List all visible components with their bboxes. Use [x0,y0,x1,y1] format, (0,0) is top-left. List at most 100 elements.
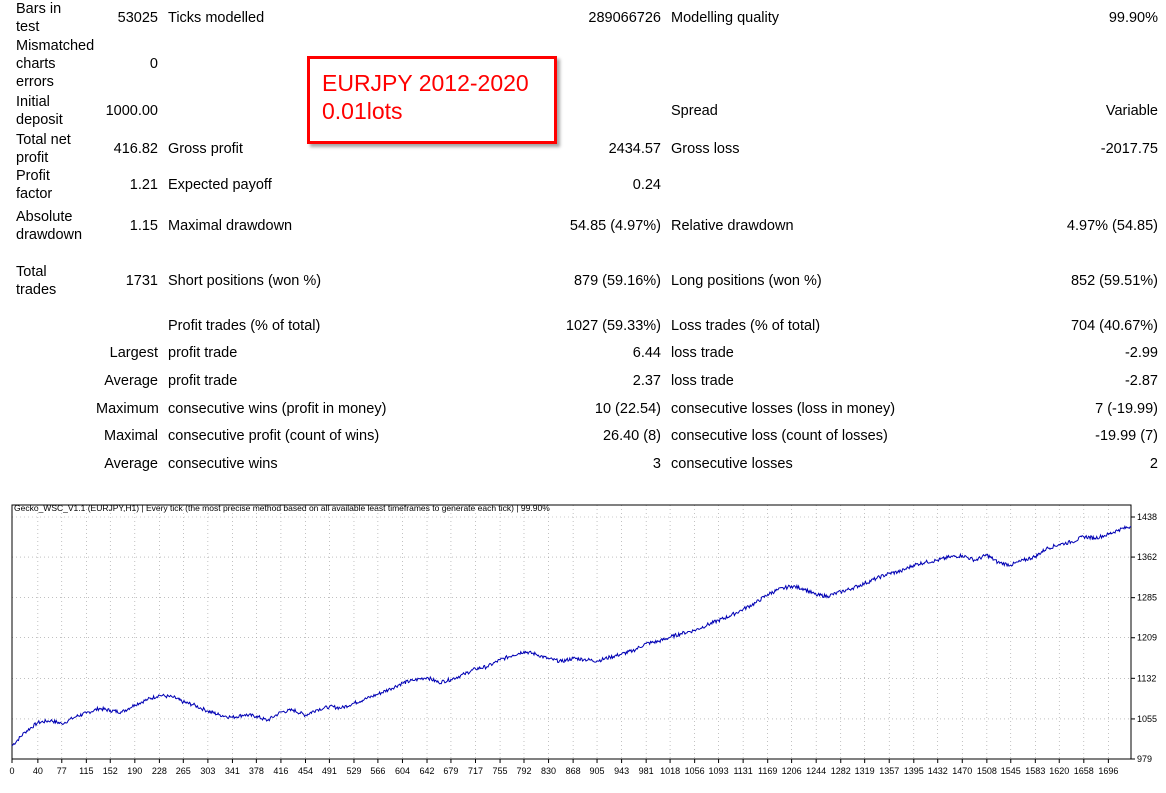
report-value-v1 [91,312,163,339]
report-table: Bars in test 53025 Ticks modelled 289066726… [11,0,1163,477]
x-tick-label: 1169 [758,766,777,776]
report-label-l1: Initial deposit [16,94,63,128]
x-tick-label: 830 [541,766,556,776]
report-value-v1: Maximal [104,428,158,444]
y-tick-label: 1285 [1137,593,1157,603]
report-value-v3: -2.87 [1124,373,1158,389]
x-tick-label: 604 [395,766,410,776]
x-tick-label: 190 [127,766,142,776]
y-tick-label: 1132 [1137,673,1156,683]
x-tick-label: 679 [443,766,458,776]
x-tick-label: 905 [590,766,605,776]
report-value-v1: Average [104,373,158,389]
report-value-v1: 1731 [125,272,158,289]
x-tick-label: 1696 [1098,766,1118,776]
x-tick-label: 1470 [952,766,972,776]
report-value-v3: Variable [1105,103,1158,119]
x-tick-label: 303 [200,766,215,776]
x-tick-label: 1206 [782,766,802,776]
chart-svg: Gecko_WSC_V1.1 (EURJPY,H1) | Every tick … [9,503,1157,776]
report-label-l2: Expected payoff [168,177,272,193]
report-row: Total trades 1731 Short positions (won %) 8… [11,249,1163,312]
x-tick-label: 491 [322,766,337,776]
chart-frame [11,504,1132,760]
x-tick-label: 40 [33,766,43,776]
x-tick-label: 378 [249,766,264,776]
report-value-v3: -2017.75 [1100,140,1158,157]
report-value-v1: Maximum [96,400,159,417]
x-tick-label: 529 [346,766,361,776]
x-tick-label: 265 [176,766,191,776]
report-value-v2: 2.37 [632,373,661,389]
report-label-l3: Modelling quality [671,10,780,26]
x-tick-label: 868 [566,766,581,776]
report-label-l2: Gross profit [168,140,243,157]
report-label-l1: Profit factor [16,168,53,202]
x-tick-label: 1545 [1001,766,1021,776]
report-value-v1: 1000.00 [105,103,158,119]
report-label-l2: Ticks modelled [168,10,265,26]
x-tick-label: 1244 [806,766,826,776]
report-label-l3: loss trade [671,373,734,389]
y-tick-label: 979 [1137,754,1152,764]
x-tick-label: 1018 [660,766,680,776]
x-tick-label: 0 [9,766,14,776]
report-value-v3: 2 [1149,455,1158,472]
x-tick-label: 152 [103,766,118,776]
report-value-v1: 1.21 [129,177,158,193]
report-value-v3: 4.97% (54.85) [1066,218,1158,234]
report-label-l3: Relative drawdown [671,218,794,234]
x-tick-label: 792 [516,766,531,776]
report-value-v3: 99.90% [1108,10,1158,26]
report-value-v3: 704 (40.67%) [1070,317,1158,334]
report-label-l1 [11,395,91,422]
x-tick-label: 1508 [977,766,997,776]
report-row: Profit factor 1.21 Expected payoff 0.24 [11,167,1163,203]
report-label-l1: Bars in test [16,1,62,35]
report-row: Mismatched charts errors 0 [11,36,1163,92]
report-value-v2: 6.44 [632,345,661,361]
report-label-l2: consecutive wins [168,455,278,472]
x-tick-label: 1056 [685,766,705,776]
series-line [11,525,1132,747]
x-tick-label: 717 [468,766,483,776]
x-tick-label: 1658 [1074,766,1094,776]
report-label-l3 [666,36,946,92]
report-label-l1: Absolute drawdown [16,209,83,243]
report-label-l1 [11,450,91,477]
x-tick-label: 228 [152,766,167,776]
x-tick-label: 1282 [831,766,851,776]
y-tick-label: 1438 [1137,512,1157,522]
report-value-v1: 1.15 [129,218,158,234]
report-label-l3: consecutive loss (count of losses) [671,428,888,444]
report-value-v1: 416.82 [113,140,158,157]
report-label-l3: consecutive losses (loss in money) [671,400,896,417]
report-row: Total net profit 416.82 Gross profit 2434.5… [11,130,1163,167]
report-value-v3 [946,36,1163,92]
report-value-v3: -19.99 (7) [1095,428,1158,444]
report-row: Average consecutive wins 3 consecutive loss… [11,450,1163,477]
report-label-l1 [11,312,91,339]
report-row: Initial deposit 1000.00 Spread Variable [11,92,1163,130]
report-label-l3: Long positions (won %) [671,272,822,289]
report-value-v3: 852 (59.51%) [1070,272,1158,289]
report-label-l2: consecutive profit (count of wins) [168,428,380,444]
report-row: Bars in test 53025 Ticks modelled 289066726… [11,0,1163,36]
report-label-l1: Total trades [16,263,57,298]
report-value-v2: 1027 (59.33%) [565,317,661,334]
report-row: Profit trades (% of total) 1027 (59.33%) L… [11,312,1163,339]
report-value-v2: 26.40 (8) [602,428,661,444]
report-label-l1 [11,367,91,395]
x-tick-label: 1357 [879,766,899,776]
report-label-l2: Short positions (won %) [168,272,322,289]
x-tick-label: 77 [57,766,67,776]
y-tick-label: 1362 [1137,552,1157,562]
x-tick-label: 755 [493,766,508,776]
report-value-v1: 53025 [117,10,158,26]
y-tick-label: 1209 [1137,633,1157,643]
x-tick-label: 416 [273,766,288,776]
report-value-v2: 879 (59.16%) [573,272,661,289]
report-label-l3 [666,167,946,203]
chart-grid [11,505,1131,760]
report-label-l2: Maximal drawdown [168,218,293,234]
